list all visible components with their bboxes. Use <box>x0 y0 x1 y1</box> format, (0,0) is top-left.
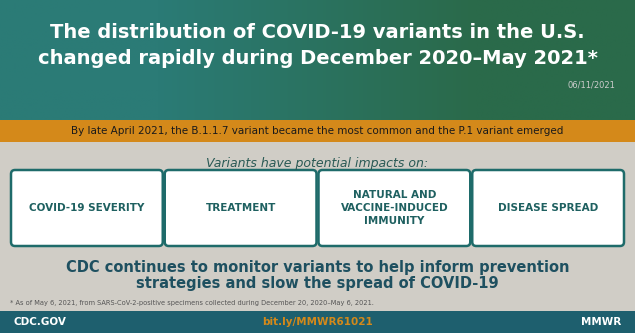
FancyBboxPatch shape <box>11 170 163 246</box>
Text: By late April 2021, the B.1.1.7 variant became the most common and the P.1 varia: By late April 2021, the B.1.1.7 variant … <box>71 126 564 136</box>
FancyBboxPatch shape <box>319 170 471 246</box>
Text: * As of May 6, 2021, from SARS-CoV-2-positive specimens collected during Decembe: * As of May 6, 2021, from SARS-CoV-2-pos… <box>10 300 374 306</box>
Text: COVID-19 SEVERITY: COVID-19 SEVERITY <box>29 203 145 213</box>
FancyBboxPatch shape <box>164 170 316 246</box>
Bar <box>0 120 635 142</box>
Bar <box>0 142 635 311</box>
Bar <box>0 311 635 333</box>
Text: bit.ly/MMWR61021: bit.ly/MMWR61021 <box>262 317 373 327</box>
FancyBboxPatch shape <box>472 170 624 246</box>
Text: 06/11/2021: 06/11/2021 <box>567 81 615 90</box>
Text: CDC continues to monitor variants to help inform prevention: CDC continues to monitor variants to hel… <box>66 260 569 275</box>
Text: The distribution of COVID-19 variants in the U.S.: The distribution of COVID-19 variants in… <box>50 23 585 42</box>
Text: NATURAL AND
VACCINE-INDUCED
IMMUNITY: NATURAL AND VACCINE-INDUCED IMMUNITY <box>340 190 448 226</box>
Text: DISEASE SPREAD: DISEASE SPREAD <box>498 203 598 213</box>
Text: MMWR: MMWR <box>581 317 621 327</box>
Text: TREATMENT: TREATMENT <box>206 203 276 213</box>
Text: strategies and slow the spread of COVID-19: strategies and slow the spread of COVID-… <box>136 276 499 291</box>
Text: CDC.GOV: CDC.GOV <box>14 317 67 327</box>
Text: changed rapidly during December 2020–May 2021*: changed rapidly during December 2020–May… <box>37 49 598 68</box>
Text: Variants have potential impacts on:: Variants have potential impacts on: <box>206 158 429 170</box>
